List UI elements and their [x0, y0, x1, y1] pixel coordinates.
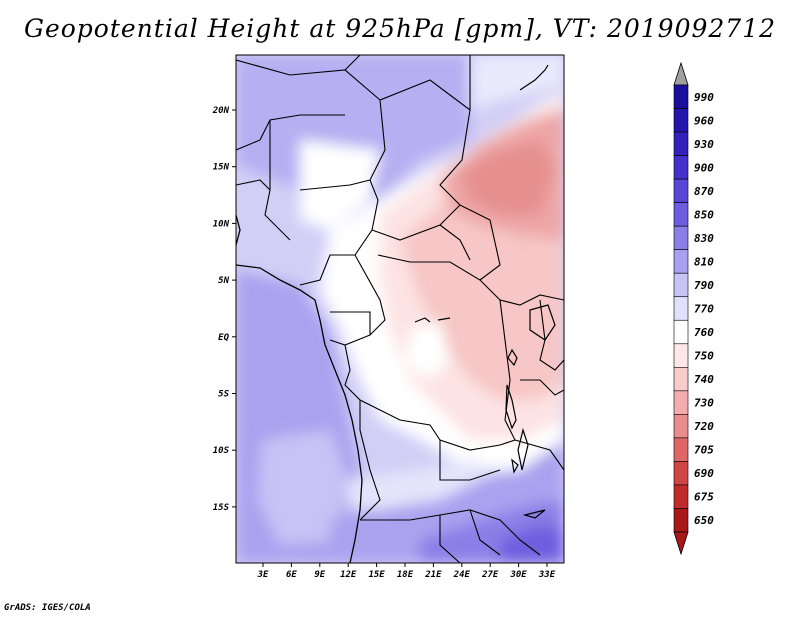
colorbar-swatch [673, 225, 689, 250]
colorbar-label: 930 [694, 138, 714, 151]
colorbar-label: 810 [694, 255, 714, 268]
colorbar-bottom-arrow [673, 531, 689, 556]
colorbar-label: 870 [694, 185, 714, 198]
colorbar-label: 850 [694, 208, 714, 221]
lat-tick-label: 15S [213, 503, 230, 513]
colorbar-swatch [673, 390, 689, 415]
colorbar-label: 720 [694, 420, 714, 433]
colorbar-swatch [673, 202, 689, 227]
lon-tick-label: 12E [340, 570, 357, 580]
country-boundaries [236, 55, 564, 563]
colorbar-swatch [673, 484, 689, 509]
lon-tick-label: 15E [368, 570, 385, 580]
colorbar-swatch [673, 414, 689, 439]
colorbar-label: 760 [694, 326, 714, 339]
lon-tick-label: 18E [397, 570, 414, 580]
colorbar-swatch [673, 178, 689, 203]
colorbar-swatch [673, 319, 689, 345]
colorbar-label: 740 [694, 373, 714, 386]
colorbar-label: 900 [694, 161, 714, 174]
colorbar-swatch [673, 367, 689, 392]
lakes [414, 304, 556, 519]
colorbar-swatch [673, 343, 689, 368]
map-frame [235, 54, 565, 564]
colorbar-swatch [673, 461, 689, 486]
lat-tick-label: 10N [213, 219, 230, 229]
colorbar-label: 750 [694, 350, 714, 363]
colorbar-label: 675 [694, 491, 714, 504]
grads-credit: GrADS: IGES/COLA [4, 603, 91, 613]
colorbar-swatch [673, 508, 689, 533]
colorbar-swatch [673, 437, 689, 462]
lon-tick-label: 24E [453, 570, 471, 580]
map-title: Geopotential Height at 925hPa [gpm], VT:… [23, 14, 777, 43]
colorbar-label: 730 [694, 397, 714, 410]
colorbar-label: 960 [694, 114, 714, 127]
colorbar-label: 705 [694, 444, 714, 457]
coastline [236, 264, 363, 563]
lat-tick-label: 20N [212, 106, 230, 116]
colorbar-label: 990 [694, 91, 714, 104]
colorbar-swatch [673, 84, 689, 109]
geopotential-field [236, 55, 564, 563]
lat-tick-label: 5S [218, 390, 229, 400]
colorbar-label: 650 [694, 514, 714, 527]
colorbar-swatch [673, 272, 689, 298]
colorbar-swatch [673, 155, 689, 180]
longitude-axis: 3E 6E 9E 12E 15E 18E 21E 24E 27E 30E 33E [257, 563, 556, 580]
lon-tick-label: 9E [314, 570, 325, 580]
colorbar-label: 770 [694, 303, 714, 316]
colorbar-label: 790 [694, 279, 714, 292]
colorbar-swatch [673, 296, 689, 321]
lon-tick-label: 30E [509, 570, 527, 580]
lon-tick-label: 33E [538, 570, 556, 580]
lat-tick-label: 10S [213, 446, 230, 456]
colorbar-top-arrow [673, 61, 689, 86]
colorbar-label: 830 [694, 232, 714, 245]
colorbar-swatch [673, 131, 689, 156]
lat-tick-label: 5N [218, 276, 229, 286]
lon-tick-label: 27E [481, 570, 499, 580]
lat-tick-label: 15N [213, 163, 230, 173]
lon-tick-label: 21E [424, 570, 442, 580]
latitude-axis: 20N 15N 10N 5N EQ 5S 10S 15S [212, 106, 236, 513]
colorbar-swatch [673, 249, 689, 274]
lat-tick-label: EQ [218, 333, 229, 343]
lon-tick-label: 3E [257, 570, 269, 580]
colorbar: 990 960 930 900 870 850 830 810 790 770 760 750 740 7… [673, 61, 714, 556]
colorbar-label: 690 [694, 467, 714, 480]
lon-tick-label: 6E [286, 570, 297, 580]
colorbar-swatch [673, 108, 689, 133]
